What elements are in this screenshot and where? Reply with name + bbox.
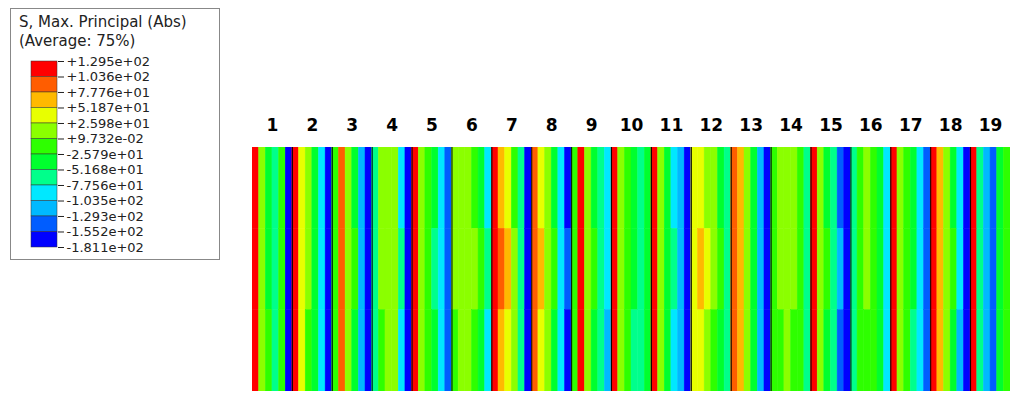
svg-text:16: 16	[859, 115, 883, 135]
svg-text:15: 15	[819, 115, 843, 135]
svg-text:1: 1	[267, 115, 279, 135]
svg-text:6: 6	[466, 115, 478, 135]
svg-text:-7.756e+01: -7.756e+01	[67, 178, 144, 193]
svg-text:19: 19	[979, 115, 1003, 135]
svg-text:17: 17	[899, 115, 923, 135]
svg-text:+1.295e+02: +1.295e+02	[67, 54, 151, 69]
svg-text:8: 8	[546, 115, 558, 135]
svg-text:13: 13	[739, 115, 763, 135]
svg-text:4: 4	[386, 115, 398, 135]
svg-text:-2.579e+01: -2.579e+01	[67, 147, 144, 162]
svg-text:+1.036e+02: +1.036e+02	[67, 69, 151, 84]
html-text:(Average: 75%): (Average: 75%)	[19, 32, 136, 50]
svg-text:+7.776e+01: +7.776e+01	[67, 85, 151, 100]
svg-text:12: 12	[699, 115, 723, 135]
svg-text:-1.811e+02: -1.811e+02	[67, 240, 144, 255]
svg-text:-5.168e+01: -5.168e+01	[67, 162, 144, 177]
svg-text:-1.293e+02: -1.293e+02	[67, 209, 144, 224]
svg-text:5: 5	[426, 115, 438, 135]
svg-text:11: 11	[660, 115, 684, 135]
svg-text:-1.035e+02: -1.035e+02	[67, 193, 144, 208]
svg-text:2: 2	[306, 115, 318, 135]
svg-text:14: 14	[779, 115, 803, 135]
svg-text:-1.552e+02: -1.552e+02	[67, 224, 144, 239]
svg-text:18: 18	[939, 115, 963, 135]
svg-text:+9.732e-02: +9.732e-02	[67, 131, 144, 146]
html-text:S, Max. Principal (Abs): S, Max. Principal (Abs)	[19, 13, 187, 31]
svg-text:7: 7	[506, 115, 518, 135]
svg-text:+2.598e+01: +2.598e+01	[67, 116, 151, 131]
svg-text:+5.187e+01: +5.187e+01	[67, 100, 151, 115]
svg-text:3: 3	[346, 115, 358, 135]
svg-text:10: 10	[620, 115, 644, 135]
svg-text:9: 9	[586, 115, 598, 135]
